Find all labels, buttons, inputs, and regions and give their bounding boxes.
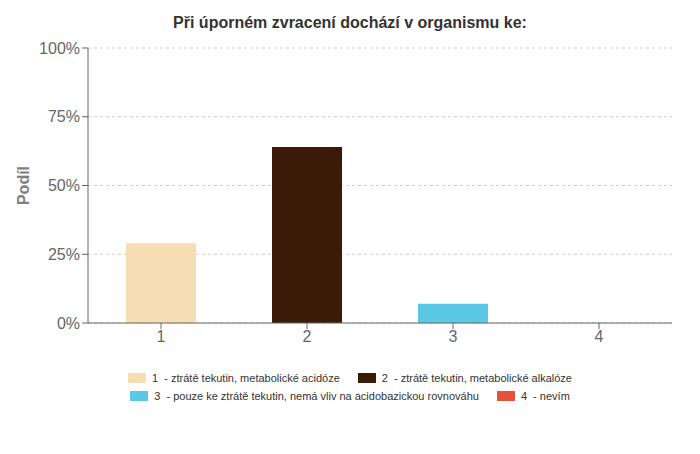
html-text:4 - nevím: 4 - nevím — [520, 390, 570, 402]
html-text:1 - ztrátě tekutin, metabolick: 1 - ztrátě tekutin, metabolické acidóze — [152, 372, 340, 384]
html-text:3 - pouze ke ztrátě tekutin, n: 3 - pouze ke ztrátě tekutin, nemá vliv n… — [154, 390, 479, 402]
svg-text:50%: 50% — [48, 177, 80, 194]
svg-text:25%: 25% — [48, 246, 80, 263]
html-text:2 - ztrátě tekutin, metabolick: 2 - ztrátě tekutin, metabolické alkalóze — [381, 372, 572, 384]
svg-text:75%: 75% — [48, 108, 80, 125]
svg-text:1: 1 — [157, 328, 166, 345]
svg-text:0%: 0% — [57, 315, 80, 332]
html-text:Při úporném zvracení dochází v: Při úporném zvracení dochází v organismu… — [173, 14, 527, 31]
svg-text:100%: 100% — [39, 40, 80, 57]
svg-text:2: 2 — [303, 328, 312, 345]
svg-text:Podíl: Podíl — [15, 166, 32, 205]
svg-text:4: 4 — [595, 328, 604, 345]
svg-text:3: 3 — [449, 328, 458, 345]
